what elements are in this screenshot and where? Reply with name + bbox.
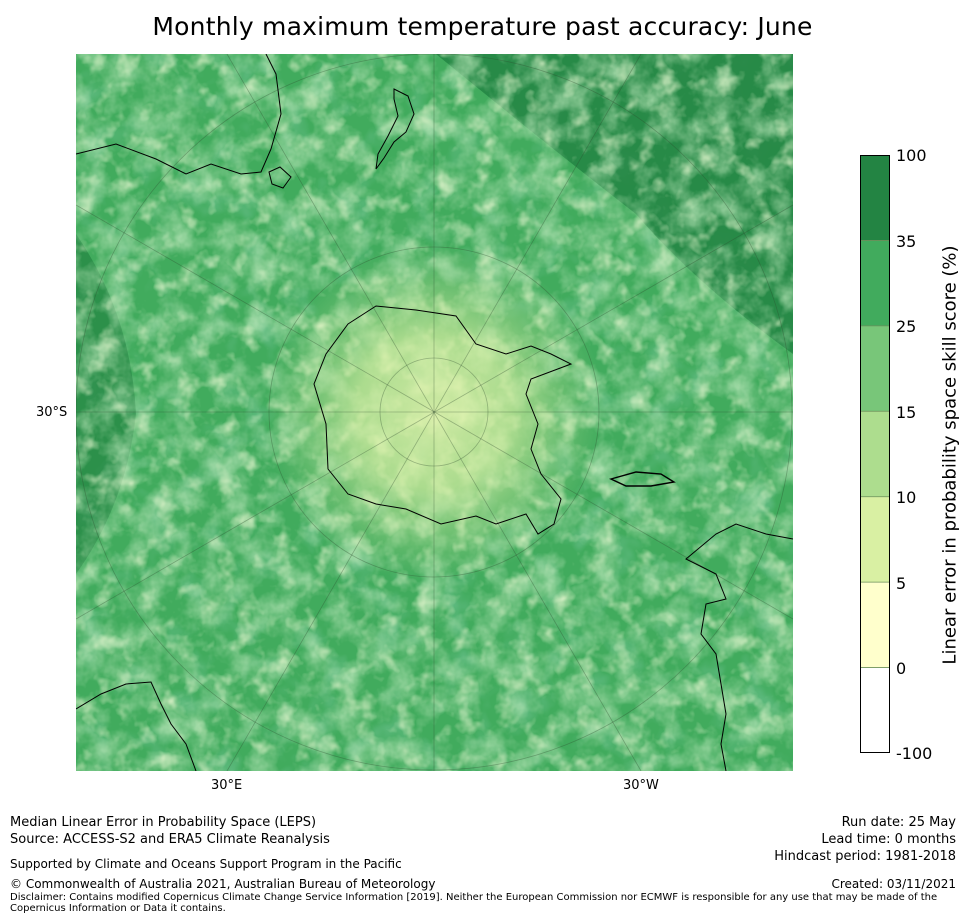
colorbar-tick-0: 0 <box>896 659 907 678</box>
lat-label-30s: 30°S <box>36 405 68 420</box>
footer-left: Median Linear Error in Probability Space… <box>10 814 330 848</box>
skill-map <box>76 54 793 771</box>
colorbar-tick-10: 10 <box>896 488 917 507</box>
tasmania-coastline <box>268 166 292 189</box>
australia-coastline <box>76 54 282 175</box>
footer-right: Run date: 25 May Lead time: 0 months Hin… <box>774 814 956 865</box>
graticule <box>76 54 793 771</box>
polar-low-skill-zone <box>264 242 604 582</box>
colorbar-tick-15: 15 <box>896 403 917 422</box>
map-title: Monthly maximum temperature past accurac… <box>152 12 813 41</box>
footer-source: Source: ACCESS-S2 and ERA5 Climate Reana… <box>10 832 330 847</box>
colorbar-bin <box>860 325 890 412</box>
lead-time: Lead time: 0 months <box>821 832 956 847</box>
colorbar-bin <box>860 496 890 583</box>
colorbar-tick-25: 25 <box>896 317 917 336</box>
africa-coastline <box>76 681 197 771</box>
colorbar-tick-minus100: -100 <box>896 744 933 763</box>
new-zealand-coastline <box>375 88 415 170</box>
colorbar-bin <box>860 667 890 753</box>
colorbar-tick-5: 5 <box>896 574 907 593</box>
footer-method: Median Linear Error in Probability Space… <box>10 815 317 830</box>
south-america-coastline <box>685 523 793 771</box>
footer-support: Supported by Climate and Oceans Support … <box>10 857 402 871</box>
lon-label-30e: 30°E <box>211 778 243 793</box>
colorbar-bin <box>860 411 890 497</box>
antarctica-coastline <box>313 305 573 535</box>
footer-disclaimer: Disclaimer: Contains modified Copernicus… <box>10 892 938 914</box>
created-date: Created: 03/11/2021 <box>831 877 956 891</box>
tierra-del-fuego-coastline <box>608 471 676 487</box>
run-date: Run date: 25 May <box>841 815 956 830</box>
colorbar-tick-35: 35 <box>896 232 917 251</box>
colorbar-bin <box>860 155 890 241</box>
colorbar-bin <box>860 240 890 326</box>
hindcast-period: Hindcast period: 1981-2018 <box>774 849 956 864</box>
lon-label-30w: 30°W <box>623 778 659 793</box>
colorbar-bin <box>860 582 890 668</box>
footer-copyright: © Commonwealth of Australia 2021, Austra… <box>10 877 436 891</box>
colorbar-tick-100: 100 <box>896 146 927 165</box>
colorbar-label: Linear error in probability space skill … <box>939 245 961 665</box>
colorbar <box>860 155 890 753</box>
